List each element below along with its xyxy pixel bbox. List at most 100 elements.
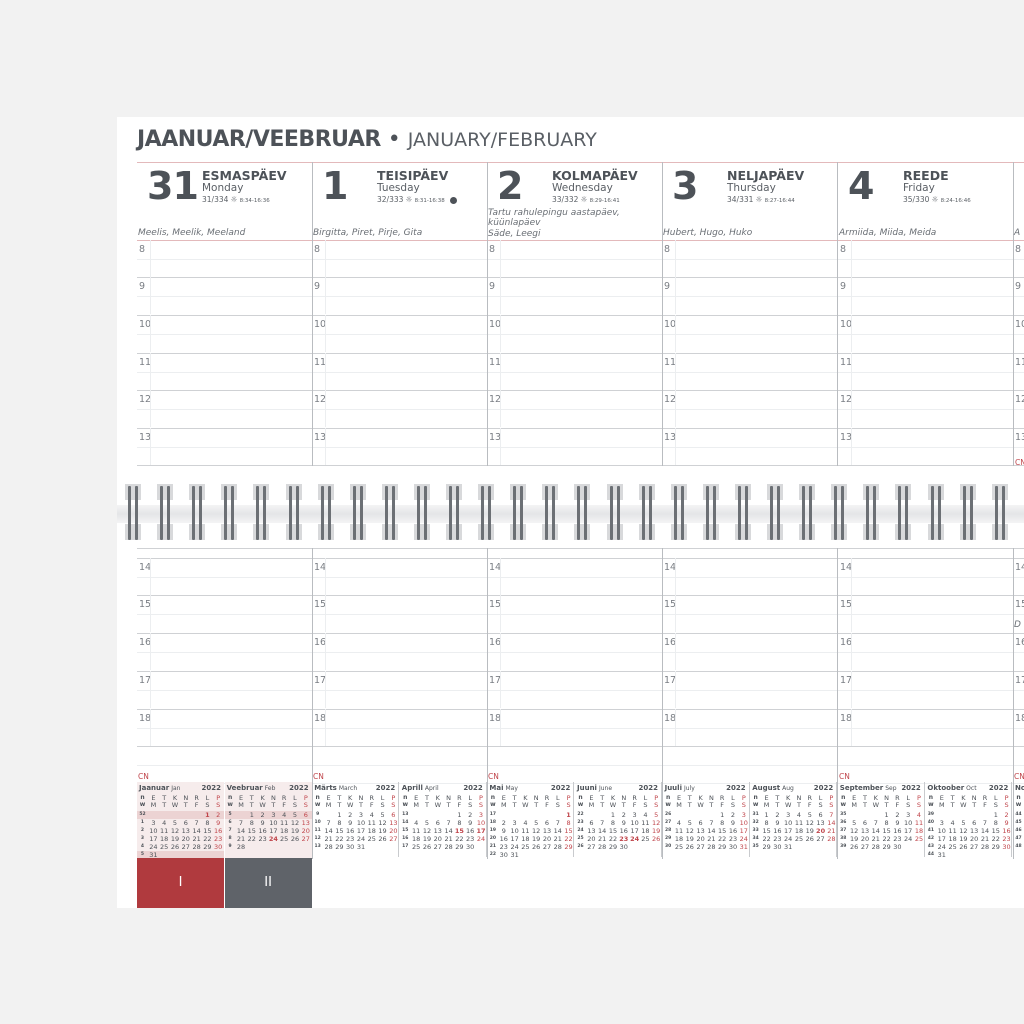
hour-gutter-line: [150, 353, 151, 390]
weekday-label: L: [380, 794, 385, 802]
day-cell: 7: [446, 819, 451, 827]
week-number: 18: [489, 820, 497, 825]
month-tab-2[interactable]: II: [224, 858, 312, 908]
name-days: Meelis, Meelik, Meeland: [138, 228, 246, 238]
hour-gutter-line: [500, 428, 501, 465]
half-hour-rule: [137, 652, 1024, 653]
spiral-loop: [990, 484, 1010, 542]
month-year: 2022: [550, 784, 571, 792]
month-tab-1[interactable]: I: [137, 858, 224, 908]
hour-label: 8: [314, 244, 321, 255]
hour-label: 14: [1015, 562, 1024, 573]
sun-times: 8:27-16:44: [764, 198, 795, 204]
wire: [352, 486, 356, 540]
weekday-label: K: [873, 794, 878, 802]
day-cell: 28: [707, 843, 716, 851]
day-count: 33/332: [552, 195, 579, 204]
weekday-label: S: [468, 801, 473, 809]
wire: [160, 486, 164, 540]
week-row: 28 11 12 13 14 15 16 17: [663, 827, 750, 835]
wire: [809, 486, 813, 540]
hour-rule: [137, 277, 1024, 278]
day-cell: 7: [982, 819, 988, 827]
month-name-en: Jan: [171, 785, 181, 792]
weekday-label: P: [566, 794, 571, 802]
day-cell: 29: [203, 843, 212, 851]
day-cell: 12: [422, 827, 432, 835]
spiral-loop: [316, 484, 336, 542]
day-cell: 8: [205, 819, 210, 827]
day-cell: 14: [236, 827, 246, 835]
day-cell: 22: [718, 835, 727, 843]
day-cell: 4: [916, 811, 922, 819]
weekday-label: E: [589, 794, 594, 802]
weekday-label: P: [741, 794, 746, 802]
day-number: 4: [848, 164, 874, 208]
day-cell: 8: [249, 819, 254, 827]
hour-label: 18: [840, 713, 853, 724]
day-cell: 22: [564, 835, 573, 843]
weekday-label: L: [205, 794, 210, 802]
day-cell: 3: [271, 811, 276, 819]
week-number: 8: [228, 836, 232, 841]
day-cell: 8: [337, 819, 342, 827]
day-cell: 15: [991, 827, 1000, 835]
week-row: 25 20 21 22 23 24 25 26: [575, 835, 662, 843]
spiral-loop: [187, 484, 207, 542]
day-cell: 30: [893, 843, 902, 851]
hour-gutter-line: [325, 671, 326, 708]
day-number: 3: [672, 164, 698, 208]
month-year: 2022: [463, 784, 483, 792]
day-cell: 14: [827, 819, 836, 827]
weekday-label: K: [961, 794, 966, 802]
hour-gutter-line: [325, 633, 326, 670]
day-cell: [969, 811, 980, 819]
day-cell: [958, 851, 969, 859]
name-days: Hubert, Hugo, Huko: [663, 228, 753, 238]
day-cell: [849, 811, 860, 819]
hour-label: 11: [314, 357, 327, 368]
wire: [263, 486, 267, 540]
hour-gutter-line: [851, 428, 852, 465]
spiral-loop: [380, 484, 400, 542]
loop-hole: [638, 524, 655, 540]
day-cell: 5: [292, 811, 298, 819]
hour-gutter-line: [150, 240, 151, 277]
wire: [1001, 486, 1005, 540]
day-cell: 6: [589, 819, 594, 827]
week-number: 34: [752, 836, 759, 841]
column-divider: [1013, 162, 1014, 466]
week-number: 14: [402, 820, 409, 825]
month-year: 2022: [813, 784, 834, 792]
day-cell: 1: [566, 811, 571, 819]
weekday-label: n: [665, 794, 671, 801]
week-number: 38: [840, 836, 847, 841]
day-cell: 14: [553, 827, 562, 835]
weekday-label: T: [337, 794, 342, 802]
month-name-en: May: [505, 785, 518, 792]
weekday-label: w: [752, 801, 759, 808]
day-cell: 7: [238, 819, 244, 827]
day-cell: 20: [389, 827, 398, 835]
month-name-et: No: [1015, 784, 1024, 792]
week-number: 26: [664, 812, 672, 817]
day-cell: [509, 811, 520, 819]
cn-label: CN: [138, 772, 149, 781]
day-cell: 1: [337, 811, 342, 819]
day-cell: 14: [444, 827, 453, 835]
week-row: 8 21 22 23 24 25 26 27: [225, 835, 312, 843]
day-cell: 28: [444, 843, 453, 851]
day-cell: 18: [160, 835, 169, 843]
day-cell: 2: [348, 811, 353, 819]
week-row: 12 21 22 23 24 25 26 27: [312, 835, 399, 843]
week-row: 30 25 26 27 28 29 30 31: [663, 843, 750, 851]
hour-gutter-line: [675, 390, 676, 427]
column-divider: [1013, 548, 1014, 859]
day-cell: 3: [939, 819, 944, 827]
spiral-loop: [155, 484, 175, 542]
weekday-label: F: [369, 801, 374, 809]
day-cell: [411, 811, 422, 819]
cn-label: CN: [488, 772, 499, 781]
